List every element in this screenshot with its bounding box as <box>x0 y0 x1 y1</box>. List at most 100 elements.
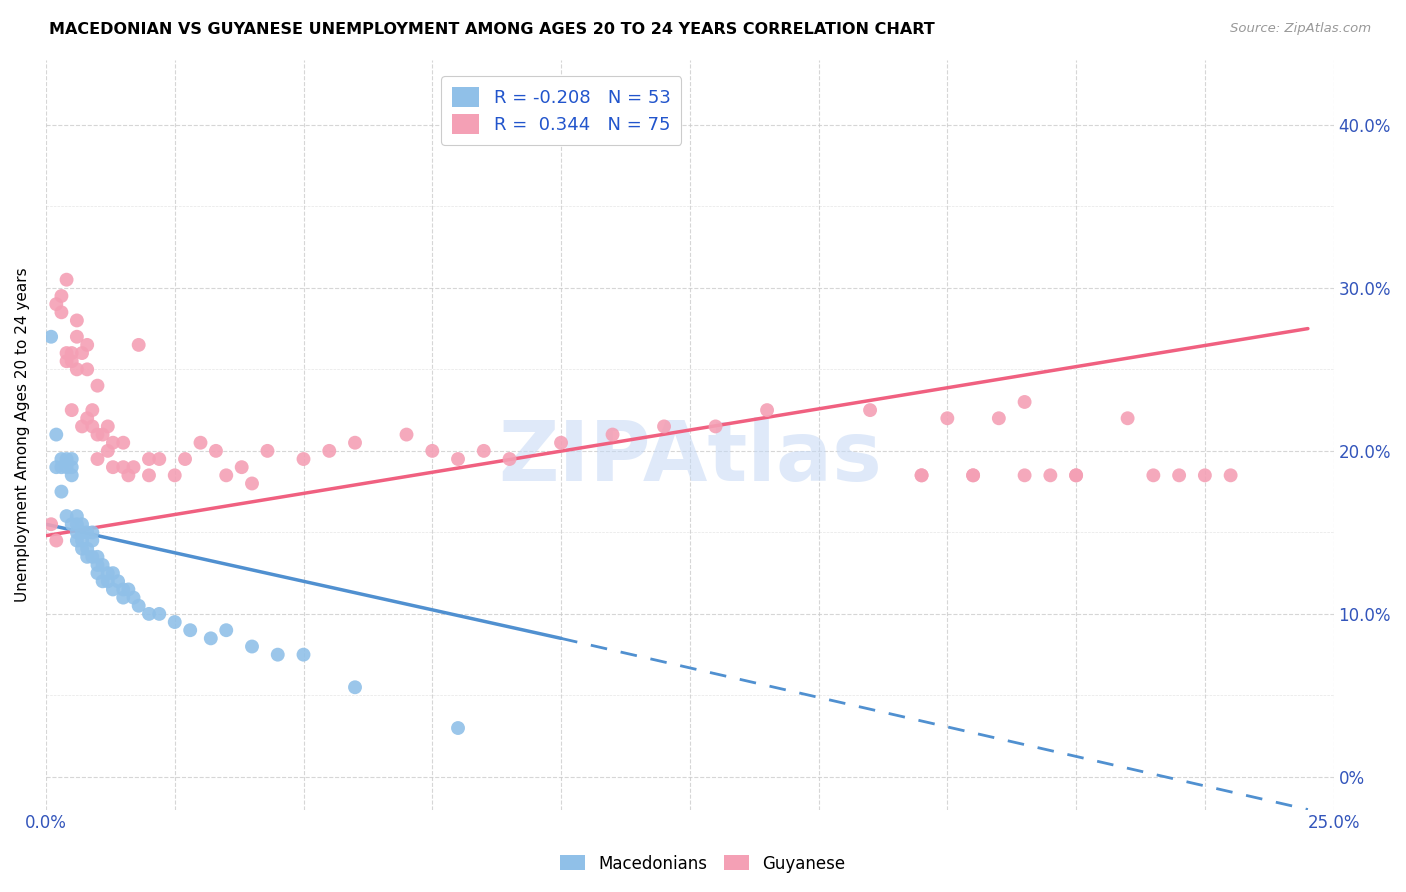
Point <box>76 338 98 352</box>
Point <box>66 525 89 540</box>
Point <box>1064 468 1087 483</box>
Point <box>82 549 104 564</box>
Point <box>97 574 120 589</box>
Point <box>122 460 145 475</box>
Point <box>163 615 186 629</box>
Point <box>97 566 120 581</box>
Point <box>82 533 104 548</box>
Point <box>138 468 160 483</box>
Point <box>45 460 67 475</box>
Point <box>86 558 108 572</box>
Point <box>420 443 443 458</box>
Point <box>343 435 366 450</box>
Point <box>86 378 108 392</box>
Point <box>60 460 83 475</box>
Point <box>55 452 77 467</box>
Legend: R = -0.208   N = 53, R =  0.344   N = 75: R = -0.208 N = 53, R = 0.344 N = 75 <box>441 76 682 145</box>
Text: MACEDONIAN VS GUYANESE UNEMPLOYMENT AMONG AGES 20 TO 24 YEARS CORRELATION CHART: MACEDONIAN VS GUYANESE UNEMPLOYMENT AMON… <box>49 22 935 37</box>
Point <box>60 346 83 360</box>
Point <box>51 289 73 303</box>
Point <box>128 338 150 352</box>
Point <box>472 443 495 458</box>
Point <box>76 541 98 556</box>
Point <box>70 533 93 548</box>
Point <box>267 648 290 662</box>
Point <box>70 517 93 532</box>
Point <box>45 297 67 311</box>
Point <box>60 517 83 532</box>
Point <box>76 525 98 540</box>
Point <box>51 452 73 467</box>
Point <box>138 452 160 467</box>
Point <box>107 574 129 589</box>
Point <box>112 460 135 475</box>
Point <box>51 460 73 475</box>
Point <box>86 452 108 467</box>
Point <box>51 305 73 319</box>
Point <box>66 533 89 548</box>
Point <box>1116 411 1139 425</box>
Point <box>82 419 104 434</box>
Point <box>962 468 984 483</box>
Point <box>76 411 98 425</box>
Point <box>148 452 170 467</box>
Point <box>148 607 170 621</box>
Point <box>122 591 145 605</box>
Point <box>101 435 124 450</box>
Point <box>292 452 315 467</box>
Point <box>256 443 278 458</box>
Point <box>1014 395 1036 409</box>
Point <box>82 403 104 417</box>
Point <box>112 582 135 597</box>
Point <box>55 509 77 524</box>
Point <box>395 427 418 442</box>
Point <box>112 435 135 450</box>
Point <box>962 468 984 483</box>
Point <box>60 452 83 467</box>
Point <box>910 468 932 483</box>
Point <box>66 362 89 376</box>
Point <box>179 624 201 638</box>
Point <box>602 427 624 442</box>
Point <box>1039 468 1062 483</box>
Text: ZIPAtlas: ZIPAtlas <box>498 417 882 498</box>
Point <box>60 354 83 368</box>
Point <box>936 411 959 425</box>
Point <box>550 435 572 450</box>
Point <box>117 468 139 483</box>
Point <box>101 566 124 581</box>
Point <box>704 419 727 434</box>
Point <box>91 427 114 442</box>
Point <box>117 582 139 597</box>
Point <box>86 427 108 442</box>
Point <box>163 468 186 483</box>
Point <box>70 419 93 434</box>
Point <box>76 549 98 564</box>
Point <box>70 525 93 540</box>
Point <box>498 452 520 467</box>
Point <box>128 599 150 613</box>
Point <box>190 435 212 450</box>
Point <box>86 549 108 564</box>
Point <box>86 566 108 581</box>
Point <box>240 640 263 654</box>
Point <box>318 443 340 458</box>
Point <box>200 632 222 646</box>
Point <box>66 517 89 532</box>
Point <box>859 403 882 417</box>
Point <box>60 403 83 417</box>
Point <box>45 533 67 548</box>
Text: Source: ZipAtlas.com: Source: ZipAtlas.com <box>1230 22 1371 36</box>
Point <box>231 460 253 475</box>
Point <box>55 346 77 360</box>
Point <box>1064 468 1087 483</box>
Legend: Macedonians, Guyanese: Macedonians, Guyanese <box>554 848 852 880</box>
Point <box>138 607 160 621</box>
Point <box>1194 468 1216 483</box>
Point <box>1219 468 1241 483</box>
Point <box>987 411 1010 425</box>
Point <box>45 427 67 442</box>
Point <box>70 541 93 556</box>
Point <box>60 468 83 483</box>
Point <box>97 419 120 434</box>
